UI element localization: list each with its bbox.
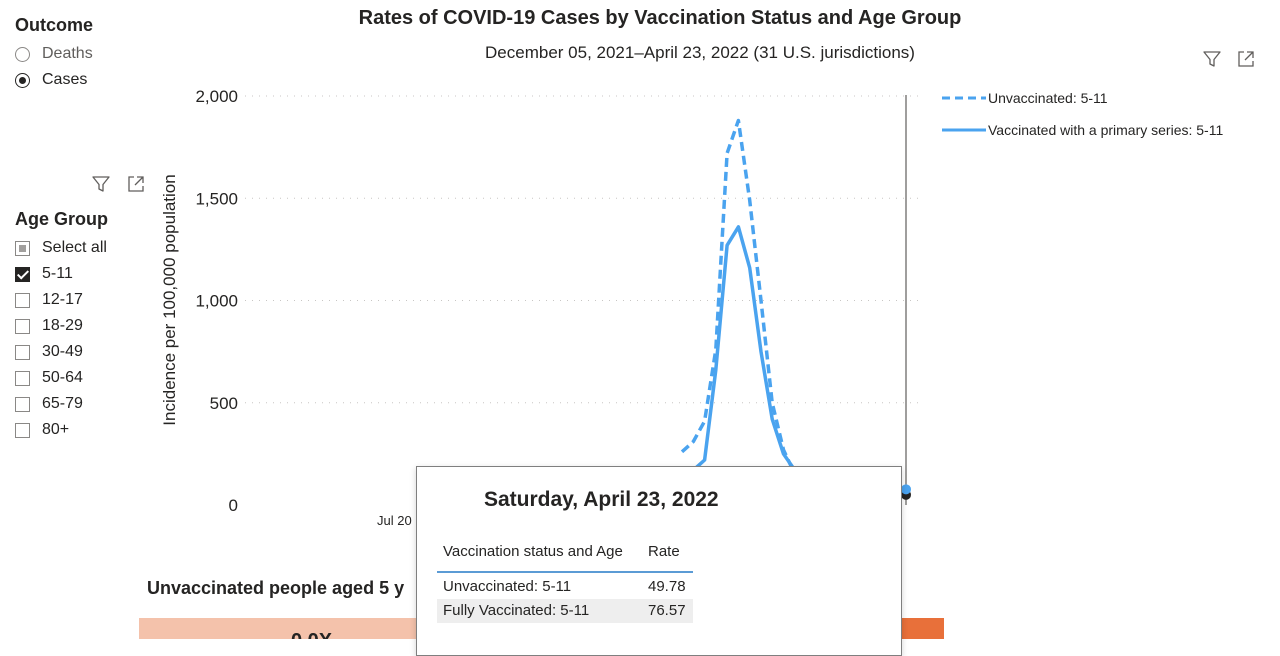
outcome-option-deaths[interactable]: Deaths (15, 43, 93, 65)
age-option-label: Select all (42, 239, 107, 256)
summary-text: Unvaccinated people aged 5 y (147, 578, 405, 598)
radio-button-selected[interactable] (15, 72, 30, 88)
legend-label: Unvaccinated: 5-11 (988, 90, 1108, 106)
age-option-18-29[interactable]: 18-29 (15, 315, 83, 337)
outcome-option-cases[interactable]: Cases (15, 69, 87, 91)
y-tick-label: 1,500 (195, 189, 238, 208)
y-tick-label: 2,000 (195, 87, 238, 106)
age-option-80-plus[interactable]: 80+ (15, 419, 69, 441)
comparison-bar-unvaccinated: 0.0X (139, 618, 419, 639)
y-tick-label: 0 (229, 496, 238, 515)
legend-label: Vaccinated with a primary series: 5-11 (988, 122, 1224, 138)
filter-icon[interactable] (1201, 48, 1223, 70)
age-option-5-11[interactable]: 5-11 (15, 263, 73, 285)
legend-dashed-line (942, 96, 986, 100)
legend-item-vaccinated[interactable]: Vaccinated with a primary series: 5-11 (940, 120, 1223, 140)
age-option-50-64[interactable]: 50-64 (15, 367, 83, 389)
age-option-label: 80+ (42, 421, 70, 438)
checkbox-checked[interactable] (15, 266, 30, 282)
age-option-label: 18-29 (42, 317, 83, 334)
age-option-label: 30-49 (42, 343, 83, 360)
tooltip-row-rate: 76.57 (648, 602, 686, 619)
y-tick-label: 1,000 (195, 292, 238, 311)
checkbox[interactable] (15, 318, 30, 334)
tooltip-header-rate: Rate (648, 543, 680, 560)
tooltip-divider (437, 571, 693, 573)
chart-title: Rates of COVID-19 Cases by Vaccination S… (358, 7, 962, 29)
checkbox[interactable] (15, 292, 30, 308)
focus-mode-icon[interactable] (1235, 48, 1257, 70)
age-option-label: 65-79 (42, 395, 83, 412)
outcome-option-label: Deaths (42, 45, 93, 62)
comparison-bar-vaccinated (902, 618, 944, 639)
legend-item-unvaccinated[interactable]: Unvaccinated: 5-11 (940, 88, 1108, 108)
outcome-title: Outcome (15, 15, 94, 35)
age-option-select-all[interactable]: Select all (15, 237, 107, 259)
chart-tooltip: Saturday, April 23, 2022 Vaccination sta… (416, 466, 902, 656)
tooltip-header-status: Vaccination status and Age (443, 543, 623, 560)
age-option-30-49[interactable]: 30-49 (15, 341, 83, 363)
checkbox[interactable] (15, 422, 30, 438)
bar-value: 0.0X (291, 630, 332, 639)
age-option-label: 5-11 (42, 265, 73, 282)
tooltip-date: Saturday, April 23, 2022 (484, 488, 719, 511)
series-line-vaccinated[interactable] (681, 225, 907, 492)
filter-icon[interactable] (90, 173, 112, 195)
legend-solid-line (942, 128, 986, 132)
outcome-option-label: Cases (42, 71, 88, 88)
age-option-65-79[interactable]: 65-79 (15, 393, 83, 415)
age-option-12-17[interactable]: 12-17 (15, 289, 83, 311)
focus-mode-icon[interactable] (125, 173, 147, 195)
series-line-unvaccinated[interactable] (680, 118, 906, 497)
tooltip-row-rate: 49.78 (648, 578, 686, 595)
x-tick-label: Jul 20 (377, 513, 412, 528)
checkbox[interactable] (15, 396, 30, 412)
tooltip-row-label: Unvaccinated: 5-11 (443, 578, 572, 595)
y-tick-label: 500 (210, 394, 238, 413)
age-option-label: 12-17 (42, 291, 83, 308)
chart-subtitle: December 05, 2021–April 23, 2022 (31 U.S… (485, 43, 915, 62)
age-group-title: Age Group (15, 209, 108, 229)
radio-button[interactable] (15, 46, 30, 62)
checkbox-partial[interactable] (15, 240, 30, 256)
tooltip-row-label: Fully Vaccinated: 5-11 (443, 602, 590, 619)
checkbox[interactable] (15, 370, 30, 386)
y-axis-label: Incidence per 100,000 population (160, 174, 179, 425)
line-chart[interactable]: 0 500 1,000 1,500 2,000 Incidence per 100,00… (0, 0, 1280, 639)
age-option-label: 50-64 (42, 369, 83, 386)
tooltip-row-highlight (437, 599, 693, 623)
hover-point-marker (901, 484, 911, 495)
checkbox[interactable] (15, 344, 30, 360)
